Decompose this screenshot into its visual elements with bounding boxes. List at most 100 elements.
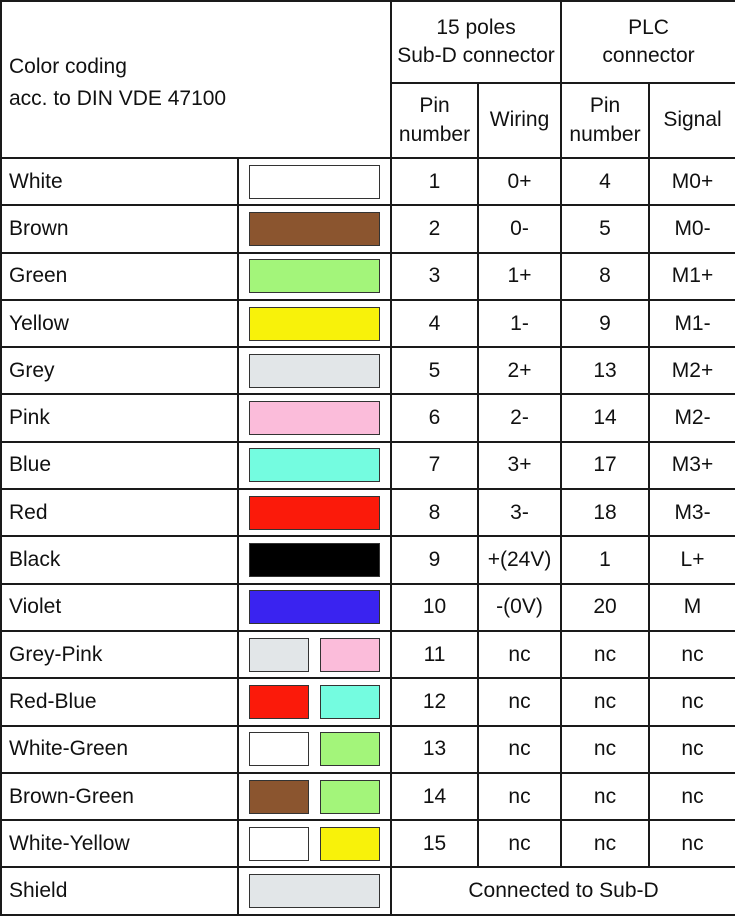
signal-header: Signal [648,82,735,159]
color-name: Brown [0,204,239,254]
signal: M3+ [648,440,735,491]
signal: M1+ [648,251,735,301]
pin-number: 8 [390,488,480,538]
plc-pin-number: nc [560,629,651,680]
color-name: Grey [0,346,239,396]
plc-pin-number: 14 [560,393,651,443]
color-swatch [320,684,381,719]
color-name: Green [0,251,239,301]
swatch-cell [236,724,393,774]
pin-number: 10 [390,582,480,632]
wiring: 1- [477,298,563,349]
table-row: Grey-Pink 11 nc nc nc [0,629,735,680]
wiring: -(0V) [477,582,563,632]
plc-header: PLC connector [560,0,735,84]
table-row: Yellow 4 1- 9 M1- [0,298,735,349]
table-row: Violet 10 -(0V) 20 M [0,582,735,632]
pin-number: 5 [390,346,480,396]
color-name: Pink [0,393,239,443]
color-coding-header: Color coding acc. to DIN VDE 47100 [0,0,393,159]
color-name: Red-Blue [0,677,239,727]
swatch-cell [236,298,393,349]
color-name: Violet [0,582,239,632]
table-row: Blue 7 3+ 17 M3+ [0,440,735,491]
swatch-cell [236,582,393,632]
color-swatch [320,732,381,767]
signal: M2+ [648,346,735,396]
signal: M0- [648,204,735,254]
swatch-cell [236,204,393,254]
wiring: 0- [477,204,563,254]
color-name: Grey-Pink [0,629,239,680]
table-row: White-Green 13 nc nc nc [0,724,735,774]
wiring-header: Wiring [477,82,563,159]
plc-pin-number: 8 [560,251,651,301]
color-swatch [249,353,381,388]
pin-number-header: Pin number [390,82,480,159]
number-label: number [569,122,641,146]
plc-pin-number-header: Pin number [560,82,651,159]
swatch-cell [236,677,393,727]
swatch-cell [236,771,393,822]
wiring: nc [477,629,563,680]
subd-header: 15 poles Sub-D connector [390,0,563,84]
swatch-cell [236,346,393,396]
signal: M3- [648,488,735,538]
color-swatch [249,164,381,199]
pin-number: 9 [390,535,480,585]
wiring: 2- [477,393,563,443]
shield-name: Shield [0,866,239,916]
color-swatch [249,779,309,814]
wiring: nc [477,724,563,774]
color-swatch [320,779,381,814]
color-swatch [249,590,381,625]
table-row: Red 8 3- 18 M3- [0,488,735,538]
table-row: Grey 5 2+ 13 M2+ [0,346,735,396]
pin-number: 7 [390,440,480,491]
swatch-cell [236,819,393,869]
color-name: Black [0,535,239,585]
color-name: Red [0,488,239,538]
color-name: Yellow [0,298,239,349]
color-coding-label: Color coding [9,55,127,78]
wiring: nc [477,677,563,727]
color-name: White-Green [0,724,239,774]
signal: nc [648,724,735,774]
color-swatch [249,826,309,861]
color-swatch [249,448,381,483]
color-swatch [320,826,381,861]
color-swatch [249,211,381,246]
table-row: White-Yellow 15 nc nc nc [0,819,735,869]
table-row: Brown-Green 14 nc nc nc [0,771,735,822]
plc-pin-number: nc [560,677,651,727]
plc-pin-number: 13 [560,346,651,396]
standard-label: acc. to DIN VDE 47100 [9,86,227,110]
plc-pin-number: 18 [560,488,651,538]
plc-pin-number: 1 [560,535,651,585]
pin-label: Pin [589,94,621,118]
signal: M1- [648,298,735,349]
pin-number: 14 [390,771,480,822]
color-swatch [249,732,309,767]
pin-number: 3 [390,251,480,301]
color-name: Brown-Green [0,771,239,822]
plc-pin-number: 4 [560,156,651,207]
plc-pin-number: 5 [560,204,651,254]
signal: M2- [648,393,735,443]
signal: nc [648,629,735,680]
wiring: 0+ [477,156,563,207]
signal: nc [648,819,735,869]
table-row: Black 9 +(24V) 1 L+ [0,535,735,585]
pin-number: 1 [390,156,480,207]
signal: L+ [648,535,735,585]
subd-title-2: Sub-D connector [397,44,555,67]
swatch-cell [236,535,393,585]
pin-number: 2 [390,204,480,254]
color-name: White [0,156,239,207]
plc-pin-number: 9 [560,298,651,349]
swatch-cell [236,156,393,207]
pin-number: 15 [390,819,480,869]
pin-number: 11 [390,629,480,680]
color-swatch [249,495,381,530]
